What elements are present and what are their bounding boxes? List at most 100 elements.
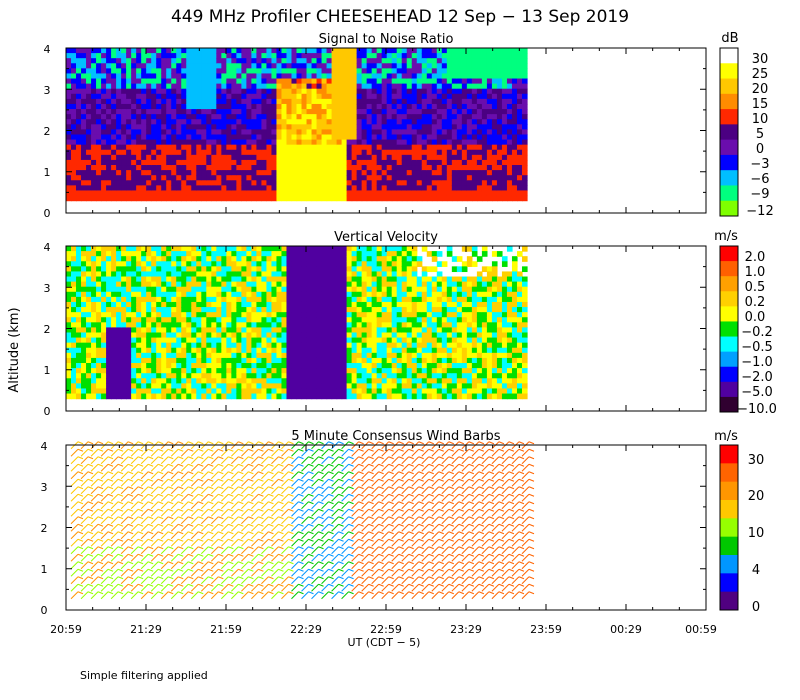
vv-cell [256, 342, 263, 349]
snr-cell [406, 114, 413, 120]
snr-cell [496, 149, 503, 156]
snr-cell [381, 88, 388, 95]
snr-cell [86, 58, 92, 64]
snr-cell [376, 134, 383, 141]
snr-cell [166, 139, 172, 146]
snr-cell [241, 88, 247, 95]
snr-cell [226, 190, 232, 197]
snr-cell [286, 180, 293, 186]
vv-cell [166, 373, 172, 379]
snr-cell [256, 83, 263, 90]
vv-cell [381, 256, 388, 262]
vv-cell [71, 281, 77, 288]
vv-cell [216, 388, 222, 395]
snr-cell [71, 144, 77, 151]
snr-cell [326, 109, 333, 115]
snr-cell [71, 114, 77, 120]
colorbar-swatch [720, 93, 738, 110]
vv-cell [301, 357, 308, 364]
snr-cell [416, 129, 423, 136]
snr-cell [351, 165, 358, 171]
snr-cell [426, 185, 433, 192]
vv-cell [226, 368, 232, 374]
snr-cell [466, 195, 473, 202]
vv-cell [301, 276, 308, 283]
snr-cell [466, 159, 473, 166]
snr-cell [311, 134, 318, 141]
vv-cell [316, 357, 323, 364]
snr-cell [186, 129, 192, 136]
vv-cell [231, 301, 237, 308]
snr-cell [466, 98, 473, 105]
vv-cell [151, 383, 157, 390]
snr-cell [351, 119, 358, 125]
snr-cell [386, 134, 393, 141]
snr-cell [466, 185, 473, 192]
vv-cell [201, 363, 207, 369]
vv-cell [191, 347, 197, 354]
vv-cell [396, 261, 403, 267]
snr-cell [506, 63, 513, 69]
vv-cell [221, 327, 227, 334]
vv-cell [76, 357, 82, 364]
snr-cell [471, 114, 478, 120]
snr-cell [331, 190, 338, 197]
vv-cell [386, 251, 393, 257]
vv-cell [226, 266, 232, 273]
snr-cell [376, 109, 383, 115]
snr-cell [461, 195, 468, 202]
snr-cell [461, 68, 468, 75]
vv-cell [261, 301, 268, 308]
vv-cell [171, 281, 177, 288]
snr-cell [241, 98, 247, 105]
snr-cell [401, 78, 408, 85]
snr-cell [131, 98, 137, 105]
vv-cell [311, 276, 318, 283]
snr-cell [296, 124, 303, 130]
snr-cell [516, 154, 523, 161]
snr-cell [451, 124, 458, 130]
snr-cell [321, 93, 328, 100]
snr-cell [136, 83, 142, 90]
snr-cell [316, 170, 323, 176]
vv-cell [106, 271, 112, 278]
vv-cell [186, 322, 192, 328]
snr-cell [196, 93, 202, 100]
y-tick-label: 2 [44, 125, 51, 138]
snr-cell [136, 124, 142, 130]
vv-cell [171, 296, 177, 303]
snr-cell [266, 78, 273, 85]
snr-cell [386, 159, 393, 166]
vv-cell [66, 291, 72, 298]
snr-cell [191, 180, 197, 186]
vv-cell [291, 286, 298, 293]
snr-cell [306, 175, 313, 181]
vv-cell [86, 291, 92, 298]
vv-cell [201, 286, 207, 293]
snr-cell [276, 109, 283, 115]
snr-cell [286, 93, 293, 100]
snr-cell [426, 134, 433, 141]
vv-cell [396, 256, 403, 262]
snr-cell [221, 78, 227, 85]
snr-cell [296, 68, 303, 75]
vv-cell [351, 246, 358, 252]
vv-cell [216, 327, 222, 334]
vv-cell [376, 337, 383, 344]
vv-cell [191, 383, 197, 390]
snr-cell [346, 63, 353, 69]
snr-cell [166, 48, 172, 54]
vv-cell [331, 373, 338, 379]
snr-cell [226, 63, 232, 69]
vv-cell [341, 378, 348, 384]
snr-cell [286, 124, 293, 130]
snr-cell [141, 109, 147, 115]
snr-cell [511, 190, 518, 197]
vv-cell [411, 261, 418, 267]
vv-cell [291, 363, 298, 369]
vv-cell [141, 266, 147, 273]
vv-cell [241, 246, 247, 252]
vv-cell [116, 301, 122, 308]
snr-cell [301, 109, 308, 115]
snr-cell [381, 139, 388, 146]
